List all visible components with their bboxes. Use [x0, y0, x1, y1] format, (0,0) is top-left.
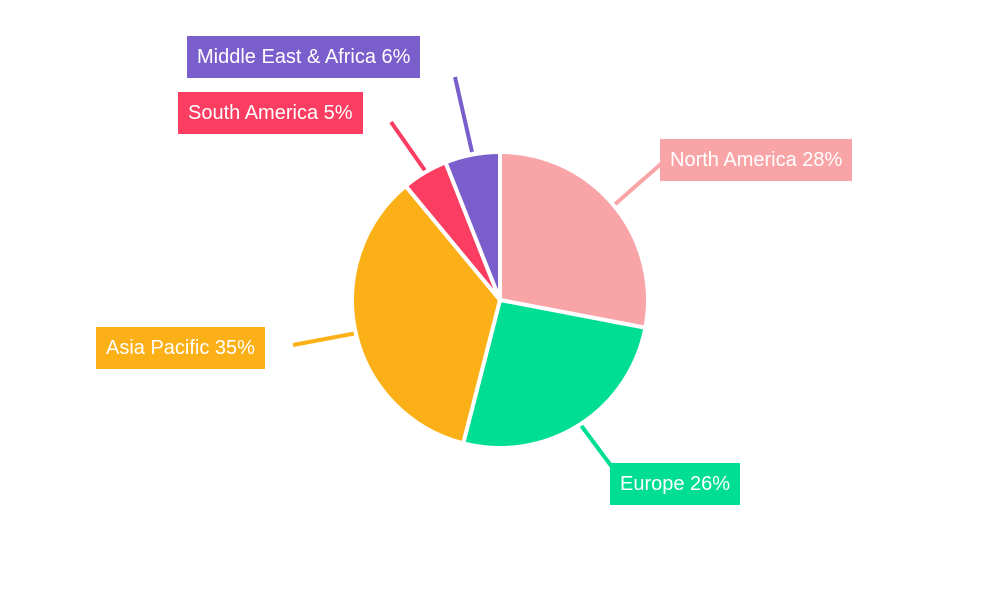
pie-slice-north-america — [498, 150, 650, 330]
leader-line-asia-pacific — [292, 331, 358, 347]
slice-label-asia-pacific: Asia Pacific 35% — [96, 327, 265, 369]
slice-label-south-america: South America 5% — [178, 92, 363, 134]
leader-line-europe — [578, 422, 614, 469]
pie-slice-asia-pacific — [350, 183, 502, 446]
leader-line-south-america — [389, 120, 428, 174]
pie-slices — [350, 150, 650, 450]
leader-lines — [292, 76, 664, 469]
slice-label-north-america: North America 28% — [660, 139, 853, 181]
pie-slice-middle-east-africa — [443, 150, 502, 302]
leader-line-north-america — [611, 161, 664, 208]
leader-line-middle-east-africa — [453, 76, 474, 153]
slice-label-europe: Europe 26% — [610, 463, 741, 505]
slice-label-middle-east-africa: Middle East & Africa 6% — [187, 36, 421, 78]
pie-slice-europe — [461, 298, 648, 450]
